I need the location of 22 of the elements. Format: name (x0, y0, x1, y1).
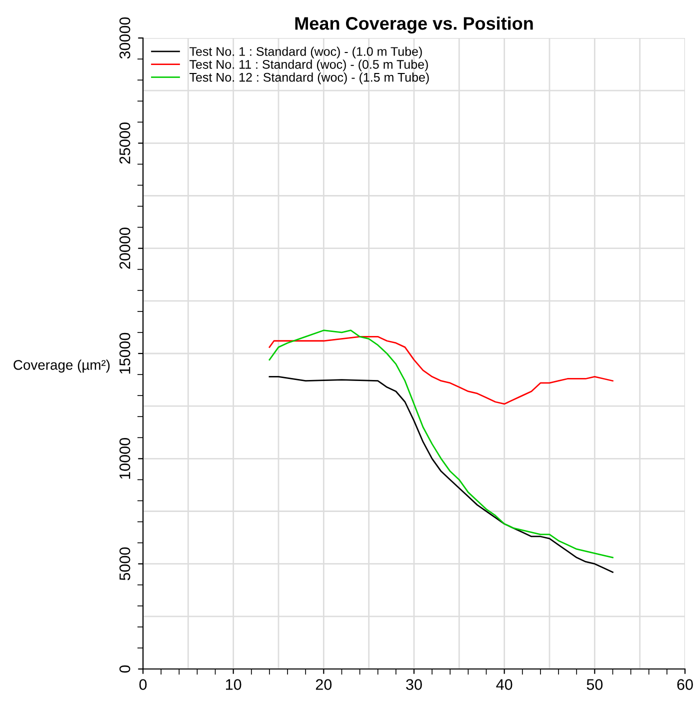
x-tick-label: 30 (406, 679, 422, 690)
line-series (268, 330, 614, 558)
line-series (268, 376, 614, 573)
x-tick-label: 50 (586, 679, 603, 690)
y-tick-label: 5000 (119, 547, 130, 580)
y-tick-label: 30000 (119, 17, 130, 59)
y-axis-title: Coverage (µm²) (14, 360, 110, 373)
x-tick-label: 0 (139, 679, 147, 690)
y-tick-label: 25000 (119, 122, 130, 164)
y-tick-label: 0 (119, 665, 130, 673)
legend-label: Test No. 12 : Standard (woc) - (1.5 m Tube) (190, 72, 429, 84)
x-tick-label: 40 (496, 679, 512, 690)
x-tick-label: 60 (677, 679, 693, 690)
legend-label: Test No. 1 : Standard (woc) - (1.0 m Tube) (190, 46, 422, 58)
chart-title: Mean Coverage vs. Position (295, 16, 533, 34)
x-tick-label: 20 (316, 679, 332, 690)
x-tick-label: 10 (226, 679, 242, 690)
y-tick-label: 15000 (119, 332, 130, 374)
y-tick-label: 20000 (119, 228, 130, 269)
legend-label: Test No. 11 : Standard (woc) - (0.5 m Tube) (190, 60, 428, 72)
line-series (268, 336, 614, 405)
y-tick-label: 10000 (119, 438, 130, 479)
